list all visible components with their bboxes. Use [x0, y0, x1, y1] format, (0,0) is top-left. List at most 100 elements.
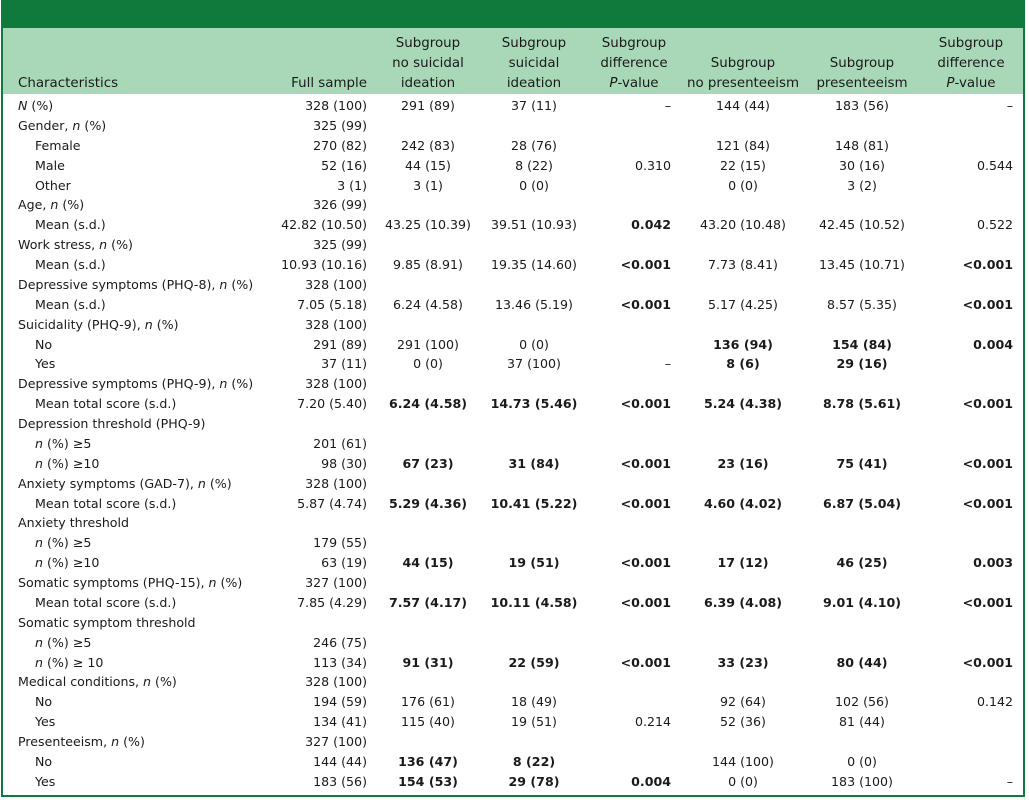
cell-si-p-value: 0.310	[634, 157, 671, 173]
cell-no-presenteeism: 23 (16)	[717, 455, 769, 471]
cell-no-presenteeism: 22 (15)	[720, 157, 766, 173]
header-no-suicidal-ideation: Subgroup no suicidal ideation	[392, 36, 464, 91]
table-row: Male 52 (16) 44 (15) 8 (22) 0.310 22 (15) 30 (…	[3, 156, 1023, 176]
cell-presenteeism: 0 (0)	[847, 753, 877, 769]
cell-full-sample: 10.93 (10.16)	[281, 257, 367, 272]
table-row: Anxiety threshold	[3, 513, 1023, 533]
cell-no-presenteeism: 0 (0)	[728, 773, 758, 789]
table-row: Gender, n (%) 325 (99)	[3, 116, 1023, 136]
cell-si-p-value	[587, 414, 681, 434]
cell-no-suicidal-ideation: 6.24 (4.58)	[393, 296, 463, 312]
cell-full-sample	[271, 513, 375, 533]
cell-presenteeism	[805, 235, 919, 255]
cell-pres-p-value	[919, 752, 1023, 772]
row-label: Mean total score (s.d.)	[35, 594, 177, 610]
cell-no-suicidal-ideation	[375, 374, 481, 394]
cell-presenteeism: 13.45 (10.71)	[819, 257, 905, 272]
row-label: Somatic symptom threshold	[18, 614, 196, 630]
cell-no-suicidal-ideation: 176 (61)	[401, 694, 455, 710]
cell-presenteeism	[805, 414, 919, 434]
row-label: Depressive symptoms (PHQ-9), n (%)	[18, 376, 254, 392]
cell-pres-p-value: 0.003	[973, 555, 1013, 571]
cell-presenteeism: 30 (16)	[839, 157, 885, 173]
cell-si-p-value: <0.001	[620, 555, 671, 571]
cell-pres-p-value: <0.001	[962, 654, 1013, 670]
row-label: Yes	[35, 356, 56, 372]
cell-presenteeism: 9.01 (4.10)	[822, 594, 902, 610]
cell-suicidal-ideation: 19 (51)	[508, 555, 560, 571]
cell-pres-p-value: <0.001	[962, 396, 1013, 412]
row-label: Male	[35, 157, 65, 173]
cell-suicidal-ideation: 8 (22)	[512, 753, 556, 769]
cell-no-presenteeism	[681, 116, 805, 136]
cell-suicidal-ideation	[481, 633, 587, 653]
cell-suicidal-ideation	[481, 672, 587, 692]
cell-si-p-value	[587, 474, 681, 494]
cell-pres-p-value: <0.001	[962, 495, 1013, 511]
characteristics-table: Characteristics Full sample Subgroup no su…	[3, 28, 1023, 792]
cell-suicidal-ideation: 0 (0)	[519, 177, 549, 193]
cell-pres-p-value: 0.522	[976, 217, 1013, 233]
table-row: Medical conditions, n (%) 328 (100)	[3, 672, 1023, 692]
row-label: n (%) ≥5	[35, 435, 92, 451]
header-no-presenteeism: Subgroup no presenteeism	[686, 56, 800, 91]
header-si-p-value: Subgroup difference P-value	[600, 36, 668, 91]
cell-presenteeism: 81 (44)	[839, 714, 885, 730]
table-row: Presenteeism, n (%) 327 (100)	[3, 732, 1023, 752]
table-row: n (%) ≥10 98 (30) 67 (23) 31 (84) <0.001 23 (…	[3, 454, 1023, 474]
cell-full-sample: 246 (75)	[313, 634, 367, 650]
cell-no-suicidal-ideation: 91 (31)	[402, 654, 454, 670]
table-row: Other 3 (1) 3 (1) 0 (0) 0 (0) 3 (2)	[3, 176, 1023, 196]
cell-no-presenteeism	[681, 732, 805, 752]
cell-pres-p-value	[919, 176, 1023, 196]
table-row: No 194 (59) 176 (61) 18 (49) 92 (64) 102 (56)…	[3, 692, 1023, 712]
cell-si-p-value: 0.214	[634, 714, 671, 730]
cell-suicidal-ideation: 29 (78)	[508, 773, 560, 789]
cell-si-p-value: –	[664, 98, 671, 113]
cell-no-presenteeism: 7.73 (8.41)	[708, 257, 778, 272]
cell-no-suicidal-ideation	[375, 434, 481, 454]
cell-pres-p-value	[919, 513, 1023, 533]
cell-no-suicidal-ideation	[375, 474, 481, 494]
cell-full-sample: 328 (100)	[305, 98, 367, 113]
row-label: n (%) ≥ 10	[35, 654, 104, 670]
cell-pres-p-value	[919, 354, 1023, 374]
table-row: n (%) ≥5 201 (61)	[3, 434, 1023, 454]
cell-presenteeism: 6.87 (5.04)	[822, 495, 902, 511]
row-label: Yes	[35, 714, 56, 730]
cell-pres-p-value	[919, 434, 1023, 454]
row-label: Female	[35, 137, 81, 153]
cell-pres-p-value	[919, 672, 1023, 692]
cell-no-presenteeism	[681, 235, 805, 255]
cell-pres-p-value: 0.142	[976, 694, 1013, 710]
cell-no-presenteeism	[681, 474, 805, 494]
table-row: Mean total score (s.d.) 7.20 (5.40) 6.24 (…	[3, 394, 1023, 414]
row-label: Suicidality (PHQ-9), n (%)	[18, 316, 179, 332]
cell-no-suicidal-ideation	[375, 672, 481, 692]
cell-no-presenteeism: 5.24 (4.38)	[703, 396, 783, 412]
cell-no-suicidal-ideation: 3 (1)	[413, 177, 443, 193]
cell-si-p-value: <0.001	[620, 296, 671, 312]
row-label: n (%) ≥5	[35, 634, 92, 650]
cell-full-sample	[271, 613, 375, 633]
cell-pres-p-value: <0.001	[962, 257, 1013, 272]
cell-presenteeism	[805, 374, 919, 394]
cell-pres-p-value: –	[1006, 98, 1013, 113]
cell-presenteeism	[805, 573, 919, 593]
cell-no-suicidal-ideation: 0 (0)	[413, 356, 443, 372]
cell-no-presenteeism	[681, 195, 805, 215]
cell-presenteeism: 75 (41)	[836, 455, 888, 471]
cell-presenteeism	[805, 732, 919, 752]
table-row: Anxiety symptoms (GAD-7), n (%) 328 (100)	[3, 474, 1023, 494]
cell-full-sample: 5.87 (4.74)	[297, 495, 367, 511]
cell-suicidal-ideation: 10.11 (4.58)	[490, 594, 578, 610]
table-row: Work stress, n (%) 325 (99)	[3, 235, 1023, 255]
cell-full-sample: 325 (99)	[313, 117, 367, 133]
cell-no-suicidal-ideation	[375, 315, 481, 335]
cell-no-suicidal-ideation	[375, 195, 481, 215]
cell-si-p-value: <0.001	[620, 455, 671, 471]
cell-no-suicidal-ideation	[375, 533, 481, 553]
cell-presenteeism: 29 (16)	[836, 356, 888, 372]
cell-suicidal-ideation	[481, 374, 587, 394]
table-row: Depressive symptoms (PHQ-8), n (%) 328 (1…	[3, 275, 1023, 295]
